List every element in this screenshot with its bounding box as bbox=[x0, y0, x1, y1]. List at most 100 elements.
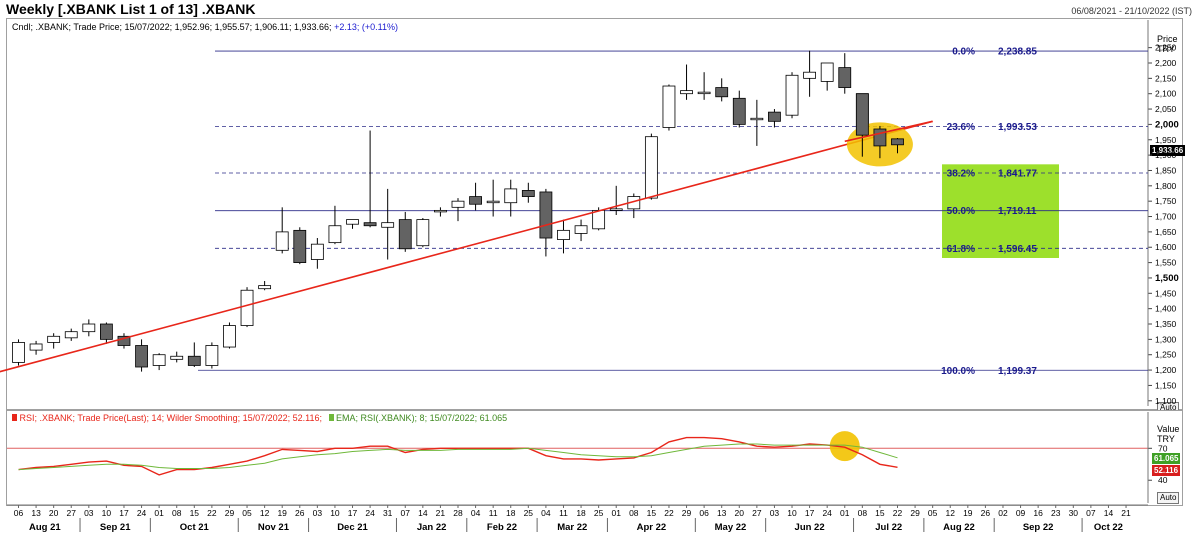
x-tick-label: 17 bbox=[348, 508, 358, 518]
month-label: Jun 22 bbox=[795, 522, 825, 533]
x-tick-label: 02 bbox=[998, 508, 1008, 518]
x-tick-label: 31 bbox=[383, 508, 393, 518]
x-tick-label: 08 bbox=[629, 508, 639, 518]
price-axis-title: Price TRY bbox=[1157, 34, 1178, 54]
x-tick-label: 08 bbox=[172, 508, 182, 518]
x-tick-label: 07 bbox=[401, 508, 411, 518]
month-label: Mar 22 bbox=[557, 522, 587, 533]
rsi-axis-title-line1: Value bbox=[1157, 424, 1180, 434]
x-tick-label: 13 bbox=[31, 508, 41, 518]
month-label: Aug 22 bbox=[943, 522, 975, 533]
x-tick-label: 08 bbox=[858, 508, 868, 518]
x-tick-label: 21 bbox=[436, 508, 446, 518]
price-axis-title-line1: Price bbox=[1157, 34, 1178, 44]
date-range: 06/08/2021 - 21/10/2022 (IST) bbox=[1071, 6, 1192, 16]
x-tick-label: 14 bbox=[1104, 508, 1114, 518]
x-tick-label: 30 bbox=[1069, 508, 1079, 518]
month-label: May 22 bbox=[715, 522, 747, 533]
x-tick-label: 10 bbox=[102, 508, 112, 518]
rsi-axis-title: Value TRY bbox=[1157, 424, 1179, 444]
x-tick-label: 21 bbox=[1121, 508, 1131, 518]
x-tick-label: 03 bbox=[84, 508, 94, 518]
x-tick-label: 10 bbox=[787, 508, 797, 518]
x-tick-label: 24 bbox=[137, 508, 147, 518]
rsi-legend-swatch bbox=[12, 414, 17, 421]
x-tick-label: 07 bbox=[1086, 508, 1096, 518]
x-tick-label: 05 bbox=[928, 508, 938, 518]
month-label: Oct 21 bbox=[180, 522, 210, 533]
x-tick-label: 22 bbox=[664, 508, 674, 518]
ema-legend-text: EMA; RSI(.XBANK); 8; 15/07/2022; 61.065 bbox=[336, 413, 508, 423]
rsi-panel[interactable] bbox=[6, 410, 1183, 506]
month-label: Sep 22 bbox=[1023, 522, 1054, 533]
x-tick-label: 17 bbox=[119, 508, 129, 518]
x-tick-label: 19 bbox=[277, 508, 287, 518]
current-price-tag: 1,933.66 bbox=[1150, 145, 1186, 156]
x-tick-label: 03 bbox=[313, 508, 323, 518]
x-tick-label: 28 bbox=[453, 508, 463, 518]
x-tick-label: 29 bbox=[910, 508, 920, 518]
x-tick-label: 25 bbox=[524, 508, 534, 518]
month-label: Oct 22 bbox=[1094, 522, 1123, 533]
month-label: Dec 21 bbox=[337, 522, 368, 533]
x-tick-label: 05 bbox=[242, 508, 252, 518]
month-label: Feb 22 bbox=[487, 522, 517, 533]
price-axis-title-line2: TRY bbox=[1157, 44, 1175, 54]
x-tick-label: 14 bbox=[418, 508, 428, 518]
price-legend-change: +2.13; (+0.11%) bbox=[334, 22, 398, 32]
x-tick-label: 06 bbox=[699, 508, 709, 518]
rsi-value-tag: 52.116 bbox=[1152, 465, 1181, 476]
x-tick-label: 27 bbox=[752, 508, 762, 518]
chart-title: Weekly [.XBANK List 1 of 13] .XBANK bbox=[6, 1, 256, 17]
month-label: Jul 22 bbox=[875, 522, 902, 533]
x-tick-label: 15 bbox=[190, 508, 200, 518]
x-tick-label: 24 bbox=[822, 508, 832, 518]
rsi-auto-scale-button[interactable]: Auto bbox=[1157, 492, 1180, 504]
price-panel[interactable] bbox=[6, 18, 1183, 410]
x-tick-label: 10 bbox=[330, 508, 340, 518]
x-tick-label: 29 bbox=[225, 508, 235, 518]
x-tick-label: 17 bbox=[805, 508, 815, 518]
x-tick-label: 12 bbox=[260, 508, 270, 518]
price-legend: Cndl; .XBANK; Trade Price; 15/07/2022; 1… bbox=[12, 22, 398, 32]
x-tick-label: 01 bbox=[840, 508, 850, 518]
month-label: Aug 21 bbox=[29, 522, 61, 533]
x-tick-label: 26 bbox=[295, 508, 305, 518]
x-tick-label: 23 bbox=[1051, 508, 1061, 518]
rsi-axis-title-line2: TRY bbox=[1157, 434, 1175, 444]
month-label: Sep 21 bbox=[100, 522, 131, 533]
x-tick-label: 19 bbox=[963, 508, 973, 518]
x-tick-label: 29 bbox=[682, 508, 692, 518]
rsi-legend-text: RSI; .XBANK; Trade Price(Last); 14; Wild… bbox=[19, 413, 323, 423]
ema-value-tag: 61.065 bbox=[1152, 453, 1181, 464]
x-tick-label: 18 bbox=[506, 508, 516, 518]
x-tick-label: 15 bbox=[647, 508, 657, 518]
month-label: Nov 21 bbox=[258, 522, 290, 533]
month-label: Jan 22 bbox=[417, 522, 447, 533]
x-tick-label: 04 bbox=[471, 508, 481, 518]
x-tick-label: 06 bbox=[14, 508, 24, 518]
x-tick-label: 24 bbox=[365, 508, 375, 518]
x-tick-label: 27 bbox=[67, 508, 77, 518]
x-tick-label: 22 bbox=[893, 508, 903, 518]
month-label: Apr 22 bbox=[637, 522, 667, 533]
x-tick-label: 11 bbox=[489, 508, 498, 518]
x-tick-label: 16 bbox=[1033, 508, 1043, 518]
x-tick-label: 04 bbox=[541, 508, 551, 518]
x-tick-label: 15 bbox=[875, 508, 885, 518]
x-tick-label: 09 bbox=[1016, 508, 1026, 518]
rsi-legend: RSI; .XBANK; Trade Price(Last); 14; Wild… bbox=[12, 413, 507, 423]
x-tick-label: 18 bbox=[576, 508, 586, 518]
x-tick-label: 11 bbox=[559, 508, 568, 518]
x-tick-label: 26 bbox=[981, 508, 991, 518]
x-tick-label: 25 bbox=[594, 508, 604, 518]
x-tick-label: 20 bbox=[49, 508, 59, 518]
x-tick-label: 01 bbox=[154, 508, 164, 518]
x-tick-label: 03 bbox=[770, 508, 780, 518]
x-tick-label: 20 bbox=[735, 508, 745, 518]
ema-legend-swatch bbox=[328, 414, 334, 421]
price-legend-text: Cndl; .XBANK; Trade Price; 15/07/2022; 1… bbox=[12, 22, 332, 32]
x-tick-label: 22 bbox=[207, 508, 217, 518]
x-tick-label: 12 bbox=[946, 508, 956, 518]
x-tick-label: 13 bbox=[717, 508, 727, 518]
